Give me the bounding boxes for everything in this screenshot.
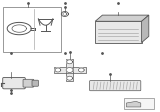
- Polygon shape: [66, 59, 73, 81]
- Polygon shape: [66, 68, 73, 72]
- FancyBboxPatch shape: [3, 78, 25, 89]
- Polygon shape: [126, 101, 141, 107]
- Polygon shape: [55, 68, 61, 72]
- Polygon shape: [67, 60, 72, 64]
- Polygon shape: [67, 76, 72, 80]
- Polygon shape: [142, 15, 149, 43]
- Polygon shape: [54, 67, 86, 73]
- Bar: [3, 7, 61, 52]
- Bar: [95, 21, 142, 43]
- Polygon shape: [66, 67, 73, 73]
- Polygon shape: [95, 15, 149, 21]
- FancyBboxPatch shape: [90, 81, 141, 91]
- FancyBboxPatch shape: [23, 79, 34, 87]
- FancyBboxPatch shape: [32, 80, 38, 86]
- Polygon shape: [78, 68, 84, 72]
- Bar: [124, 98, 154, 109]
